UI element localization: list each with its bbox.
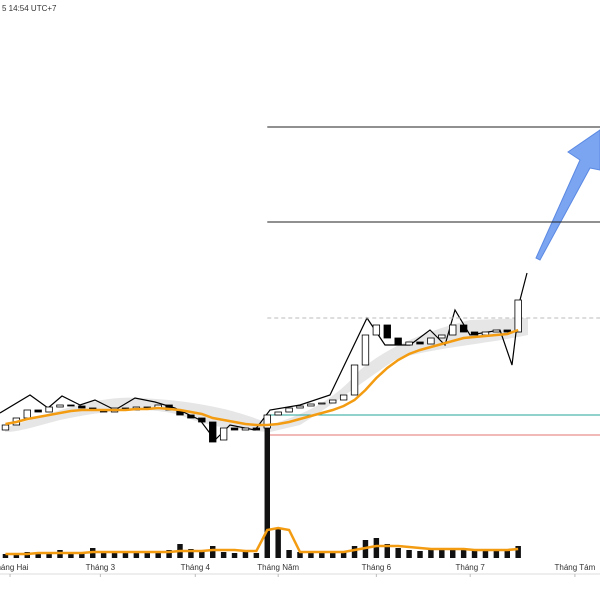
candle [1,424,10,431]
candle [405,341,413,346]
candle [67,404,75,407]
candle [230,427,239,431]
candle [438,334,446,339]
arrow [535,129,600,261]
candle [296,405,304,409]
volume-bar [340,552,347,558]
volume-bar [319,552,325,558]
volume-bar [493,549,500,558]
volume-bar [275,528,281,558]
volume-bar [417,551,423,558]
cloud-band [5,318,528,432]
candle [45,406,53,413]
candle [285,407,293,413]
volume-bar [439,549,445,558]
candle [252,427,261,431]
candle [274,411,282,416]
volume-bar [515,546,521,558]
candle [427,337,435,345]
volume-bar [13,553,20,558]
volume-bar [100,551,107,558]
volume-bar [428,550,434,558]
volume-bar [122,553,129,558]
candle [307,403,315,407]
moving-average [5,328,519,427]
candle [339,394,348,401]
candle [219,427,228,441]
candle [34,409,42,413]
candle [350,364,359,396]
header: 5 14:54 UTC+7 [2,4,57,13]
volume-bar [264,418,270,558]
candle [394,337,402,346]
candle [470,331,479,336]
volume-bar [482,550,489,558]
candle [187,414,195,419]
x-tick-label: Tháng Hai [0,563,29,572]
candle [449,324,457,336]
x-tick-label: Tháng 4 [181,563,211,572]
volume-bar [133,551,140,558]
candle [361,334,370,366]
candle [372,324,381,336]
x-tick-label: Tháng Tám [555,563,596,572]
candle [56,404,64,408]
volume-bar [199,551,205,558]
volume-bar [450,550,456,558]
candle [23,409,31,419]
candle [492,329,501,333]
candle [318,402,326,405]
volume-bar [504,551,510,558]
volume-bar [144,552,150,558]
volume-bar [166,550,172,558]
volume-bar [155,553,161,558]
volume-bar [111,552,118,558]
volume-bar [35,553,41,558]
x-tick-label: Tháng 7 [456,563,486,572]
candle [503,329,511,333]
candle [241,427,250,431]
candle [514,299,522,333]
volume-bar [471,551,478,558]
volume-bar [373,538,380,558]
volume-average [5,526,519,556]
volume-bar [2,554,9,558]
volume-bar [395,548,401,558]
x-tick-label: Tháng Năm [257,563,299,572]
candle [263,414,271,429]
volume-bar [188,549,194,558]
candle [416,341,424,345]
candle [459,324,468,333]
x-tick-label: Tháng 6 [362,563,392,572]
candle [209,421,217,443]
volume-bar [242,552,249,558]
volume-bar [253,553,260,558]
zigzag [0,272,528,441]
volume-bar [220,552,227,558]
volume-bar [460,548,467,558]
candle [329,399,337,404]
candle [383,324,391,339]
volume-bar [286,550,292,558]
volume-bar [297,552,303,558]
volume-bar [210,546,216,558]
volume-bar [330,551,336,558]
candle [78,405,86,409]
volume-bar [308,553,314,558]
volume-bar [46,554,52,558]
volume-bar [406,550,412,558]
candle [198,417,206,423]
volume-bar [68,553,74,558]
volume-bar [79,552,85,558]
volume-bar [351,546,358,558]
x-tick-label: Tháng 3 [86,563,116,572]
volume-bar [231,553,238,558]
volume-bar [384,544,390,558]
